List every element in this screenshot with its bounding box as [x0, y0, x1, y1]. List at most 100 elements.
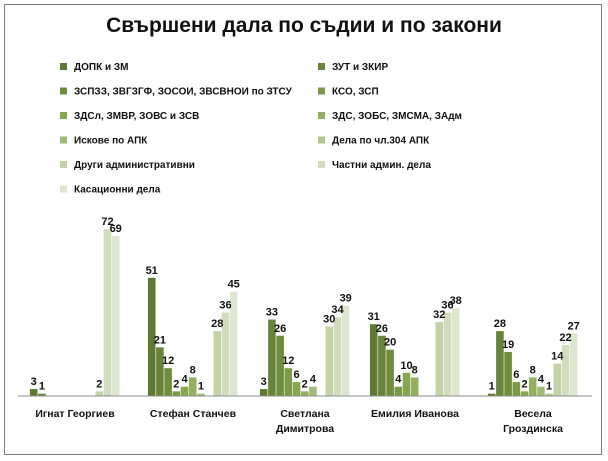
data-label: 6	[513, 369, 519, 381]
bar	[259, 389, 268, 396]
data-label: 31	[368, 311, 380, 323]
data-label: 28	[211, 318, 223, 330]
bar	[29, 389, 38, 396]
legend-label: Касационни дела	[74, 185, 161, 196]
bar	[300, 391, 309, 396]
bar	[213, 331, 222, 396]
data-label: 3	[31, 376, 37, 388]
bar	[520, 391, 529, 396]
data-label: 72	[101, 216, 113, 228]
bar	[164, 368, 172, 396]
legend-item: ЗДС, ЗОБС, ЗМСМА, ЗАдм	[318, 111, 462, 122]
data-label: 20	[384, 337, 396, 349]
data-label: 32	[433, 309, 445, 321]
data-label: 1	[198, 381, 204, 393]
x-tick-label: Весела Гроздинска	[503, 408, 563, 435]
legend-swatch	[60, 136, 67, 144]
x-tick-label: Игнат Георгиев	[35, 408, 115, 420]
bar	[378, 335, 386, 396]
legend-label: ЗУТ и ЗКИР	[332, 62, 388, 73]
data-label: 10	[400, 360, 412, 372]
bar	[537, 386, 545, 396]
bar	[188, 377, 197, 396]
data-label: 8	[412, 364, 418, 376]
bar	[180, 386, 189, 396]
data-label: 19	[502, 339, 514, 351]
legend-item: Дела по чл.304 АПК	[318, 136, 430, 147]
bar	[487, 393, 496, 396]
x-tick-labels: Игнат Георгиев Стефан Станчев Светлана Дими…	[35, 408, 563, 435]
legend-label: ЗДС, ЗОБС, ЗМСМА, ЗАдм	[332, 111, 462, 122]
x-tick-label: Емилия Иванова	[371, 408, 459, 420]
bar	[333, 317, 342, 396]
data-label: 39	[340, 293, 352, 305]
bar	[38, 393, 46, 396]
data-label: 2	[96, 378, 102, 390]
legend-item: ДОПК и ЗМ	[60, 62, 129, 73]
bar	[95, 391, 104, 396]
bar	[496, 331, 504, 396]
bar	[512, 382, 521, 396]
data-label: 45	[228, 279, 240, 291]
legend: ДОПК и ЗМ ЗУТ и ЗКИР ЗСПЗЗ, ЗВГЗГФ, ЗОСОИ,…	[60, 62, 462, 196]
legend-label: ЗСПЗЗ, ЗВГЗГФ, ЗОСОИ, ЗВСВНОИ по ЗТСУ	[74, 87, 293, 98]
legend-item: Частни админ. дела	[318, 160, 431, 171]
legend-label: Дела по чл.304 АПК	[332, 136, 430, 147]
data-label: 21	[154, 334, 166, 346]
x-tick-label: Стефан Станчев	[150, 408, 237, 420]
data-label: 2	[173, 378, 179, 390]
bar	[284, 368, 293, 396]
legend-label: КСО, ЗСП	[332, 87, 379, 98]
bar	[172, 391, 181, 396]
data-label: 6	[293, 369, 299, 381]
bar	[221, 312, 230, 396]
data-label: 51	[146, 265, 158, 277]
data-label: 22	[559, 332, 571, 344]
data-label: 26	[376, 323, 388, 335]
data-label: 28	[494, 318, 506, 330]
data-label: 1	[489, 381, 495, 393]
bar	[394, 386, 403, 396]
data-label: 36	[441, 300, 453, 312]
data-label: 33	[266, 307, 278, 319]
bar	[410, 377, 419, 396]
bar	[504, 351, 512, 396]
data-label: 3	[261, 376, 267, 388]
legend-swatch	[60, 161, 67, 168]
data-label: 26	[274, 323, 286, 335]
data-label: 2	[302, 378, 308, 390]
bar	[111, 236, 120, 396]
bar	[156, 347, 164, 396]
legend-item: Касационни дела	[60, 185, 161, 196]
legend-label: ЗДСл, ЗМВР, ЗОВС и ЗСВ	[74, 111, 199, 122]
legend-swatch	[60, 185, 67, 193]
data-label: 12	[162, 355, 174, 367]
data-label: 36	[219, 300, 231, 312]
bar	[268, 319, 276, 396]
data-label: 8	[530, 364, 536, 376]
legend-item: ЗУТ и ЗКИР	[318, 62, 388, 73]
legend-item: ЗДСл, ЗМВР, ЗОВС и ЗСВ	[60, 111, 199, 122]
legend-item: Искове по АПК	[60, 136, 148, 147]
bar	[229, 291, 238, 396]
bar	[341, 305, 350, 396]
data-label: 38	[450, 295, 462, 307]
legend-label: Искове по АПК	[74, 136, 148, 147]
data-label: 27	[568, 320, 580, 332]
legend-label: Частни админ. дела	[332, 160, 431, 171]
chart-title: Свършени дала по съдии и по закони	[106, 14, 502, 37]
bar	[553, 363, 562, 396]
legend-swatch	[318, 136, 325, 144]
legend-item: КСО, ЗСП	[318, 87, 379, 98]
bar	[386, 349, 394, 396]
data-label: 2	[521, 378, 527, 390]
legend-swatch	[60, 63, 67, 70]
bars	[29, 229, 578, 396]
bar	[545, 393, 553, 396]
data-label: 12	[282, 355, 294, 367]
bar	[292, 382, 301, 396]
bar	[402, 372, 411, 396]
data-label: 4	[310, 374, 317, 386]
legend-label: ДОПК и ЗМ	[74, 62, 129, 73]
bar	[325, 326, 334, 396]
